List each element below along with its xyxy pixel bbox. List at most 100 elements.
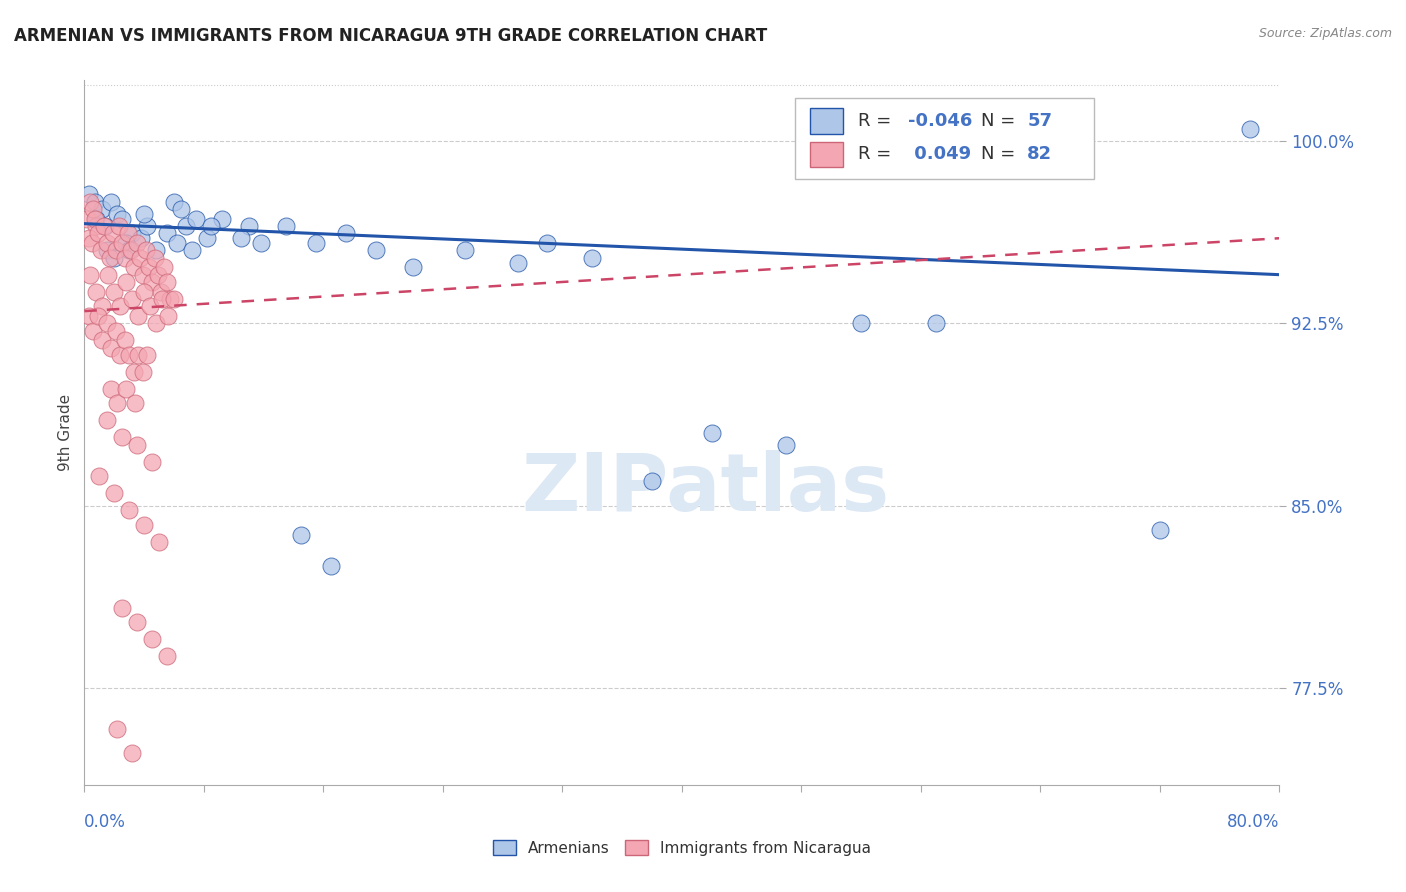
Point [111, 211, 134, 226]
Point [181, 244, 204, 258]
Point [186, 211, 208, 226]
Point [131, 268, 153, 282]
Point [364, 244, 387, 258]
Point [200, 219, 222, 233]
Point [103, 486, 125, 500]
Point [87, 227, 110, 241]
Point [104, 324, 127, 338]
Point [132, 518, 156, 533]
Bar [810, 109, 844, 134]
Point [127, 309, 149, 323]
Point [402, 260, 425, 275]
Point [135, 244, 157, 258]
Point [103, 285, 125, 299]
Point [136, 219, 159, 233]
Point [115, 236, 138, 251]
Point [132, 285, 156, 299]
Bar [810, 142, 844, 167]
Point [125, 438, 148, 452]
Point [105, 207, 128, 221]
Point [101, 227, 124, 241]
Point [97, 268, 120, 282]
Point [141, 632, 163, 647]
Point [155, 227, 177, 241]
Text: 80.0%: 80.0% [1227, 814, 1279, 831]
Point [145, 316, 167, 330]
Point [76, 211, 98, 226]
Point [174, 219, 197, 233]
Text: ZIPatlas: ZIPatlas [522, 450, 890, 528]
Point [211, 211, 233, 226]
Point [335, 227, 357, 241]
Point [145, 244, 167, 258]
Point [163, 292, 186, 306]
Point [77, 231, 100, 245]
Point [454, 244, 477, 258]
Text: 0.0%: 0.0% [84, 814, 127, 831]
Point [107, 219, 129, 233]
Point [128, 251, 150, 265]
Point [100, 194, 122, 209]
Point [159, 292, 181, 306]
Point [77, 309, 100, 323]
Point [115, 382, 138, 396]
Text: 57: 57 [1028, 112, 1052, 130]
Point [249, 236, 271, 251]
Point [94, 219, 117, 233]
Point [111, 600, 134, 615]
Point [82, 202, 104, 216]
Point [581, 251, 603, 265]
Point [96, 413, 118, 427]
Point [305, 236, 328, 251]
Point [83, 194, 105, 209]
Point [87, 309, 110, 323]
Point [125, 615, 148, 629]
Point [925, 316, 948, 330]
Point [238, 219, 260, 233]
Text: -0.046: -0.046 [908, 112, 972, 130]
Point [155, 649, 177, 664]
Point [117, 227, 139, 241]
Point [155, 275, 177, 289]
Point [125, 236, 148, 251]
Point [231, 231, 253, 245]
Text: ARMENIAN VS IMMIGRANTS FROM NICARAGUA 9TH GRADE CORRELATION CHART: ARMENIAN VS IMMIGRANTS FROM NICARAGUA 9T… [14, 27, 768, 45]
Text: R =: R = [858, 145, 897, 163]
Point [132, 207, 156, 221]
Point [111, 236, 134, 251]
Point [120, 244, 142, 258]
Point [136, 348, 159, 362]
Point [1239, 121, 1261, 136]
Point [149, 285, 172, 299]
Point [93, 219, 115, 233]
Point [700, 425, 723, 440]
Point [274, 219, 297, 233]
Point [115, 275, 138, 289]
Point [122, 365, 145, 379]
Point [118, 348, 141, 362]
Y-axis label: 9th Grade: 9th Grade [58, 394, 73, 471]
Point [91, 333, 114, 347]
Point [96, 244, 118, 258]
Point [641, 474, 664, 488]
Point [124, 396, 146, 410]
Text: R =: R = [858, 112, 897, 130]
Point [121, 747, 143, 761]
Point [105, 722, 128, 736]
Legend: Armenians, Immigrants from Nicaragua: Armenians, Immigrants from Nicaragua [486, 834, 877, 862]
Point [139, 299, 162, 313]
Point [103, 251, 125, 265]
Point [91, 202, 114, 216]
Point [127, 348, 149, 362]
Point [851, 316, 873, 330]
Point [79, 268, 101, 282]
Point [122, 260, 145, 275]
Point [79, 194, 101, 209]
Point [90, 244, 112, 258]
Point [121, 227, 143, 241]
Bar [796, 98, 1094, 179]
Point [80, 236, 103, 251]
Point [170, 202, 193, 216]
Text: 82: 82 [1028, 145, 1053, 163]
Point [110, 348, 132, 362]
